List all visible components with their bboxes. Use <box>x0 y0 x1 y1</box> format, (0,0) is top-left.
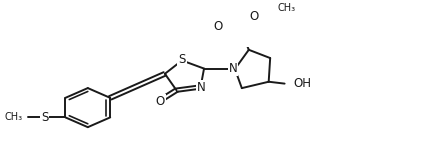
Text: CH₃: CH₃ <box>5 112 23 122</box>
Text: S: S <box>41 111 48 124</box>
Text: N: N <box>197 81 206 94</box>
Text: CH₃: CH₃ <box>278 3 296 13</box>
Text: N: N <box>229 62 237 75</box>
Text: O: O <box>249 10 259 23</box>
Text: O: O <box>214 20 223 33</box>
Text: O: O <box>156 95 164 108</box>
Text: OH: OH <box>294 77 312 90</box>
Text: S: S <box>178 53 186 66</box>
